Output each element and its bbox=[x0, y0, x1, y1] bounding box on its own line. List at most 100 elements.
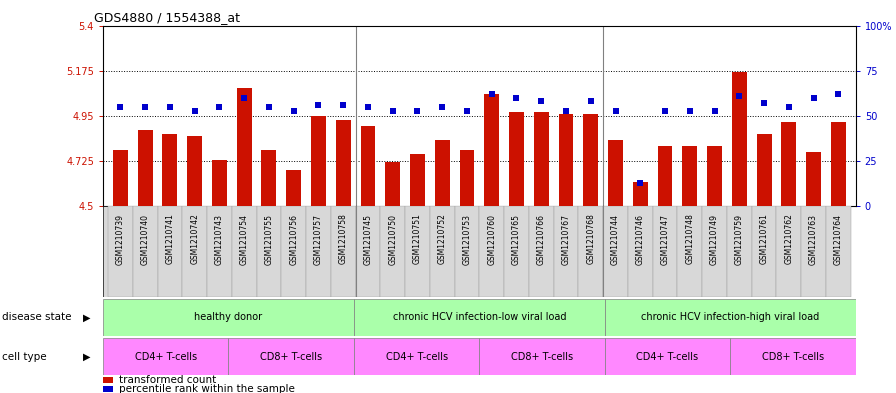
Text: GSM1210764: GSM1210764 bbox=[834, 213, 843, 264]
Bar bbox=[237, 88, 252, 206]
Point bbox=[410, 107, 425, 114]
Bar bbox=[558, 114, 573, 206]
Bar bbox=[658, 146, 673, 206]
Text: chronic HCV infection-low viral load: chronic HCV infection-low viral load bbox=[392, 312, 566, 322]
Bar bbox=[133, 206, 158, 297]
Point bbox=[831, 91, 846, 97]
Bar bbox=[727, 206, 752, 297]
Bar bbox=[677, 206, 702, 297]
Point bbox=[806, 95, 821, 101]
Bar bbox=[207, 206, 232, 297]
Bar bbox=[108, 206, 133, 297]
Text: healthy donor: healthy donor bbox=[194, 312, 263, 322]
Bar bbox=[752, 206, 777, 297]
Bar bbox=[360, 126, 375, 206]
Text: GSM1210748: GSM1210748 bbox=[685, 213, 694, 264]
Bar bbox=[262, 150, 276, 206]
Bar bbox=[232, 206, 256, 297]
Point bbox=[113, 104, 127, 110]
Bar bbox=[103, 386, 113, 392]
Bar bbox=[732, 72, 746, 206]
Point bbox=[311, 102, 325, 108]
Bar bbox=[103, 338, 228, 375]
Point bbox=[163, 104, 177, 110]
Text: GSM1210762: GSM1210762 bbox=[784, 213, 793, 264]
Bar bbox=[460, 150, 474, 206]
Point bbox=[683, 107, 697, 114]
Point bbox=[781, 104, 796, 110]
Text: GSM1210753: GSM1210753 bbox=[462, 213, 471, 264]
Point bbox=[460, 107, 474, 114]
Bar bbox=[652, 206, 677, 297]
Text: GSM1210746: GSM1210746 bbox=[636, 213, 645, 264]
Text: GSM1210761: GSM1210761 bbox=[760, 213, 769, 264]
Text: GSM1210760: GSM1210760 bbox=[487, 213, 496, 264]
Bar bbox=[228, 338, 354, 375]
Text: GSM1210744: GSM1210744 bbox=[611, 213, 620, 264]
Point bbox=[138, 104, 152, 110]
Bar bbox=[187, 136, 202, 206]
Text: GSM1210740: GSM1210740 bbox=[141, 213, 150, 264]
Text: GSM1210751: GSM1210751 bbox=[413, 213, 422, 264]
Bar bbox=[158, 206, 182, 297]
Bar bbox=[256, 206, 281, 297]
Bar bbox=[138, 130, 152, 206]
Bar bbox=[801, 206, 826, 297]
Text: GSM1210759: GSM1210759 bbox=[735, 213, 744, 264]
Bar bbox=[579, 206, 603, 297]
Bar bbox=[583, 114, 599, 206]
Text: GSM1210745: GSM1210745 bbox=[364, 213, 373, 264]
Bar bbox=[608, 140, 623, 206]
Point bbox=[237, 95, 251, 101]
Point bbox=[583, 98, 598, 105]
Bar bbox=[385, 162, 401, 206]
Bar bbox=[826, 206, 850, 297]
Point bbox=[608, 107, 623, 114]
Text: CD4+ T-cells: CD4+ T-cells bbox=[636, 352, 699, 362]
Bar bbox=[354, 338, 479, 375]
Text: CD8+ T-cells: CD8+ T-cells bbox=[762, 352, 824, 362]
Bar bbox=[504, 206, 529, 297]
Bar bbox=[336, 120, 350, 206]
Bar bbox=[405, 206, 430, 297]
Bar bbox=[103, 299, 354, 336]
Bar bbox=[454, 206, 479, 297]
Bar bbox=[756, 134, 771, 206]
Point bbox=[534, 98, 548, 105]
Point bbox=[262, 104, 276, 110]
Text: ▶: ▶ bbox=[83, 352, 90, 362]
Text: GSM1210754: GSM1210754 bbox=[239, 213, 249, 264]
Text: ▶: ▶ bbox=[83, 312, 90, 322]
Point bbox=[658, 107, 672, 114]
Bar bbox=[806, 152, 821, 206]
Point bbox=[361, 104, 375, 110]
Text: GSM1210766: GSM1210766 bbox=[537, 213, 546, 264]
Bar bbox=[603, 206, 628, 297]
Point bbox=[708, 107, 722, 114]
Text: cell type: cell type bbox=[2, 352, 47, 362]
Bar bbox=[777, 206, 801, 297]
Bar bbox=[354, 299, 605, 336]
Bar bbox=[605, 338, 730, 375]
Bar bbox=[702, 206, 727, 297]
Bar bbox=[306, 206, 331, 297]
Bar bbox=[479, 338, 605, 375]
Text: GSM1210743: GSM1210743 bbox=[215, 213, 224, 264]
Text: GSM1210765: GSM1210765 bbox=[512, 213, 521, 264]
Text: GSM1210739: GSM1210739 bbox=[116, 213, 125, 264]
Point bbox=[757, 100, 771, 107]
Bar bbox=[534, 112, 548, 206]
Bar bbox=[485, 94, 499, 206]
Text: GSM1210742: GSM1210742 bbox=[190, 213, 199, 264]
Bar bbox=[162, 134, 177, 206]
Bar bbox=[781, 122, 797, 206]
Text: transformed count: transformed count bbox=[119, 375, 217, 385]
Point bbox=[485, 91, 499, 97]
Text: disease state: disease state bbox=[2, 312, 72, 322]
Bar bbox=[479, 206, 504, 297]
Bar bbox=[554, 206, 579, 297]
Text: GSM1210750: GSM1210750 bbox=[388, 213, 397, 264]
Point bbox=[287, 107, 301, 114]
Bar bbox=[331, 206, 356, 297]
Bar bbox=[286, 170, 301, 206]
